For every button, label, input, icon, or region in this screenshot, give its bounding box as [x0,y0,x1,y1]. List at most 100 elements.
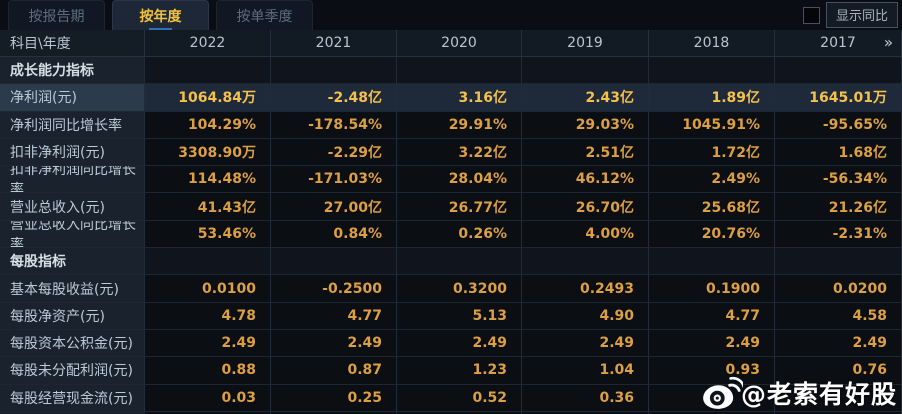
tab-by-report-period[interactable]: 按报告期 [8,0,105,30]
table-cell-value: 0.76 [775,357,902,385]
table-cell-value: 1.04 [522,357,649,385]
table-row[interactable]: 每股净资产(元) 4.78 4.77 5.13 4.90 4.77 4.58 [0,302,902,330]
table-cell-value: 2.51亿 [522,138,649,167]
yoy-control-group: 显示同比 [802,2,898,28]
table-cell-value: 104.29% [145,111,271,139]
table-cell-value [397,248,522,276]
table-cell-value [145,57,271,85]
table-row[interactable]: 净利润(元) 1064.84万 -2.48亿 3.16亿 2.43亿 1.89亿 1645.… [0,84,902,112]
table-cell-value: 0.0200 [775,275,902,303]
table-cell-value: 4.90 [522,302,649,330]
table-cell-value [271,57,397,85]
row-label: 每股经营现金流(元) [0,384,145,412]
table-cell-value: 1.89亿 [649,84,775,112]
table-cell-value: 46.12% [522,166,649,194]
table-cell-value [522,248,649,276]
table-cell-value: 1064.84万 [145,84,271,112]
table-cell-value [649,411,775,414]
table-cell-value [775,248,902,276]
table-cell-value [271,411,397,414]
table-cell-value: 1045.91% [649,111,775,139]
table-cell-value: 26.70亿 [522,193,649,221]
table-cell-value: 41.43亿 [145,193,271,221]
row-label: 每股净资产(元) [0,302,145,330]
tab-by-year[interactable]: 按年度 [112,0,209,30]
table-cell-value: 114.48% [145,166,271,194]
table-cell-value: 25.68亿 [649,193,775,221]
year-header-2020: 2020 [397,30,522,57]
table-cell-value: 2.49 [397,329,522,358]
weibo-watermark: @老索有好股 [701,375,897,411]
table-cell-value [145,411,271,414]
table-row[interactable]: 基本每股收益(元) 0.0100 -0.2500 0.3200 0.2493 0.1900… [0,275,902,303]
show-yoy-label[interactable]: 显示同比 [825,2,898,28]
table-row[interactable]: 营业总收入(元) 41.43亿 27.00亿 26.77亿 26.70亿 25.68亿 21… [0,193,902,221]
table-cell-value: 1.23 [397,357,522,385]
row-label: 营业总收入同比增长率 [0,220,145,249]
section-row: 成长能力指标 [0,57,902,85]
table-cell-value: 0.36 [522,384,649,412]
row-label: 净利润同比增长率 [0,111,145,139]
table-cell-value: 2.49 [649,329,775,358]
table-cell-value: -56.34% [775,166,902,194]
table-row[interactable]: 每股资本公积金(元) 2.49 2.49 2.49 2.49 2.49 2.49 [0,329,902,358]
table-cell-value: 0.87 [271,357,397,385]
tab-by-single-quarter[interactable]: 按单季度 [216,0,313,30]
table-cell-value: 4.77 [649,302,775,330]
year-header-2021: 2021 [271,30,397,57]
table-cell-value [397,411,522,414]
year-header-2018: 2018 [649,30,775,57]
table-cell-value [145,248,271,276]
year-header-2019: 2019 [522,30,649,57]
table-row[interactable]: 每股未分配利润(元) 0.88 0.87 1.23 1.04 0.93 0.76 [0,357,902,385]
year-header-2017: 2017» [775,30,902,57]
table-cell-value: 3.16亿 [397,84,522,112]
table-cell-value: -171.03% [271,166,397,194]
table-cell-value: 1.68亿 [775,138,902,167]
row-label: 基本每股收益(元) [0,275,145,303]
year-header-2022: 2022 [145,30,271,57]
row-label: 净利润(元) [0,84,145,112]
table-cell-value: 2.49% [649,166,775,194]
table-cell-value: -178.54% [271,111,397,139]
table-cell-value: 0.03 [145,384,271,412]
row-label: 成长能力指标 [0,57,145,85]
table-cell-value: 0.3200 [397,275,522,303]
show-yoy-checkbox[interactable] [802,6,820,24]
table-cell-value: 3.22亿 [397,138,522,167]
table-row[interactable]: 净利润同比增长率 104.29% -178.54% 29.91% 29.03% 1045.… [0,111,902,139]
table-cell-value: 5.13 [397,302,522,330]
table-cell-value [271,248,397,276]
row-label: 每股指标 [0,248,145,276]
table-cell-value: 29.03% [522,111,649,139]
table-cell-value: 20.76% [649,220,775,249]
table-row[interactable]: 营业总收入同比增长率 53.46% 0.84% 0.26% 4.00% 20.76% -2.… [0,220,902,249]
table-cell-value: 2.49 [145,329,271,358]
table-cell-value: 0.2493 [522,275,649,303]
row-label [0,411,145,414]
table-cell-value: 0.26% [397,220,522,249]
table-cell-value: 53.46% [145,220,271,249]
corner-header-cell: 科目\年度 [0,30,145,57]
section-row: 每股指标 [0,248,902,276]
table-cell-value: 29.91% [397,111,522,139]
table-row[interactable]: 每股经营现金流(元) 0.03 0.25 0.52 0.36 [0,384,902,412]
more-columns-icon[interactable]: » [883,33,893,52]
table-cell-value: 1645.01万 [775,84,902,112]
table-row [0,411,902,414]
table-cell-value: 2.49 [775,329,902,358]
table-cell-value [649,57,775,85]
table-cell-value: 2.49 [522,329,649,358]
table-cell-value: 21.26亿 [775,193,902,221]
table-row[interactable]: 扣非净利润同比增长率 114.48% -171.03% 28.04% 46.12% 2.4… [0,166,902,194]
table-cell-value [397,57,522,85]
row-label: 扣非净利润(元) [0,138,145,167]
table-cell-value: 1.72亿 [649,138,775,167]
table-cell-value: 4.78 [145,302,271,330]
table-cell-value: 0.52 [397,384,522,412]
table-cell-value: -95.65% [775,111,902,139]
period-tabbar: 按报告期 按年度 按单季度 显示同比 [0,0,902,30]
table-cell-value: 0.93 [649,357,775,385]
table-row[interactable]: 扣非净利润(元) 3308.90万 -2.29亿 3.22亿 2.51亿 1.72亿 1.6… [0,138,902,167]
